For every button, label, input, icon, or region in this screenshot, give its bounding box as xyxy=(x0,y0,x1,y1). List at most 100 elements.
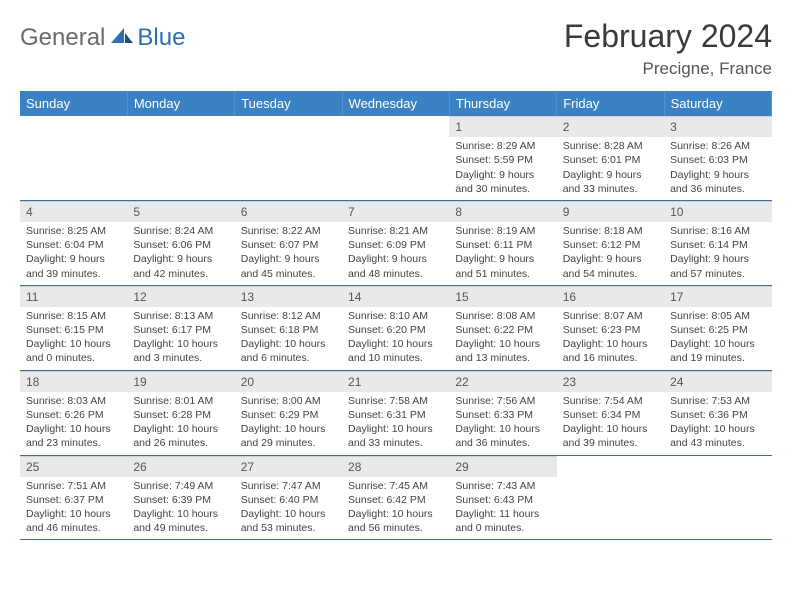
sunset-text: Sunset: 6:23 PM xyxy=(563,323,658,337)
calendar-day-cell: 20Sunrise: 8:00 AMSunset: 6:29 PMDayligh… xyxy=(235,370,342,455)
daylight-text-2: and 19 minutes. xyxy=(670,351,765,365)
daylight-text: Daylight: 9 hours xyxy=(241,252,336,266)
day-details: Sunrise: 8:15 AMSunset: 6:15 PMDaylight:… xyxy=(20,307,127,370)
daylight-text-2: and 10 minutes. xyxy=(348,351,443,365)
sunset-text: Sunset: 6:26 PM xyxy=(26,408,121,422)
day-details: Sunrise: 7:54 AMSunset: 6:34 PMDaylight:… xyxy=(557,392,664,455)
sunset-text: Sunset: 6:07 PM xyxy=(241,238,336,252)
brand-sail-icon xyxy=(109,25,135,52)
sunrise-text: Sunrise: 8:05 AM xyxy=(670,309,765,323)
daylight-text-2: and 26 minutes. xyxy=(133,436,228,450)
daylight-text-2: and 3 minutes. xyxy=(133,351,228,365)
day-number: 13 xyxy=(235,286,342,307)
day-number: 25 xyxy=(20,456,127,477)
day-details: Sunrise: 8:29 AMSunset: 5:59 PMDaylight:… xyxy=(449,137,556,200)
day-details: Sunrise: 8:01 AMSunset: 6:28 PMDaylight:… xyxy=(127,392,234,455)
day-details: Sunrise: 8:22 AMSunset: 6:07 PMDaylight:… xyxy=(235,222,342,285)
daylight-text: Daylight: 11 hours xyxy=(455,507,550,521)
daylight-text: Daylight: 9 hours xyxy=(670,168,765,182)
day-details: Sunrise: 7:53 AMSunset: 6:36 PMDaylight:… xyxy=(664,392,771,455)
calendar-header-row: SundayMondayTuesdayWednesdayThursdayFrid… xyxy=(20,91,772,116)
day-number: 17 xyxy=(664,286,771,307)
daylight-text-2: and 13 minutes. xyxy=(455,351,550,365)
day-number: 3 xyxy=(664,116,771,137)
daylight-text: Daylight: 9 hours xyxy=(455,252,550,266)
calendar-day-cell: 16Sunrise: 8:07 AMSunset: 6:23 PMDayligh… xyxy=(557,285,664,370)
calendar-empty-cell xyxy=(235,116,342,200)
sunset-text: Sunset: 6:15 PM xyxy=(26,323,121,337)
sunset-text: Sunset: 6:40 PM xyxy=(241,493,336,507)
day-details: Sunrise: 8:08 AMSunset: 6:22 PMDaylight:… xyxy=(449,307,556,370)
sunset-text: Sunset: 6:28 PM xyxy=(133,408,228,422)
sunrise-text: Sunrise: 8:13 AM xyxy=(133,309,228,323)
daylight-text: Daylight: 10 hours xyxy=(563,337,658,351)
calendar-day-cell: 6Sunrise: 8:22 AMSunset: 6:07 PMDaylight… xyxy=(235,200,342,285)
calendar-week-row: 18Sunrise: 8:03 AMSunset: 6:26 PMDayligh… xyxy=(20,370,772,455)
day-number: 20 xyxy=(235,371,342,392)
sunset-text: Sunset: 6:20 PM xyxy=(348,323,443,337)
daylight-text-2: and 56 minutes. xyxy=(348,521,443,535)
sunset-text: Sunset: 6:25 PM xyxy=(670,323,765,337)
calendar-day-cell: 7Sunrise: 8:21 AMSunset: 6:09 PMDaylight… xyxy=(342,200,449,285)
day-number: 23 xyxy=(557,371,664,392)
daylight-text-2: and 39 minutes. xyxy=(26,267,121,281)
day-details: Sunrise: 8:12 AMSunset: 6:18 PMDaylight:… xyxy=(235,307,342,370)
sunset-text: Sunset: 6:42 PM xyxy=(348,493,443,507)
calendar-day-cell: 4Sunrise: 8:25 AMSunset: 6:04 PMDaylight… xyxy=(20,200,127,285)
calendar-day-cell: 27Sunrise: 7:47 AMSunset: 6:40 PMDayligh… xyxy=(235,455,342,540)
sunrise-text: Sunrise: 8:24 AM xyxy=(133,224,228,238)
calendar-day-cell: 29Sunrise: 7:43 AMSunset: 6:43 PMDayligh… xyxy=(449,455,556,540)
day-number: 1 xyxy=(449,116,556,137)
daylight-text: Daylight: 10 hours xyxy=(563,422,658,436)
daylight-text-2: and 36 minutes. xyxy=(670,182,765,196)
sunset-text: Sunset: 6:34 PM xyxy=(563,408,658,422)
daylight-text: Daylight: 10 hours xyxy=(241,337,336,351)
day-details: Sunrise: 8:00 AMSunset: 6:29 PMDaylight:… xyxy=(235,392,342,455)
day-number: 8 xyxy=(449,201,556,222)
empty-day-bar xyxy=(342,116,449,136)
sunrise-text: Sunrise: 8:08 AM xyxy=(455,309,550,323)
daylight-text-2: and 16 minutes. xyxy=(563,351,658,365)
day-number: 15 xyxy=(449,286,556,307)
daylight-text: Daylight: 10 hours xyxy=(348,422,443,436)
calendar-day-cell: 5Sunrise: 8:24 AMSunset: 6:06 PMDaylight… xyxy=(127,200,234,285)
calendar-day-cell: 14Sunrise: 8:10 AMSunset: 6:20 PMDayligh… xyxy=(342,285,449,370)
calendar-empty-cell xyxy=(664,455,771,540)
calendar-table: SundayMondayTuesdayWednesdayThursdayFrid… xyxy=(20,91,772,540)
calendar-day-cell: 17Sunrise: 8:05 AMSunset: 6:25 PMDayligh… xyxy=(664,285,771,370)
sunset-text: Sunset: 6:22 PM xyxy=(455,323,550,337)
daylight-text: Daylight: 10 hours xyxy=(241,507,336,521)
day-details: Sunrise: 8:13 AMSunset: 6:17 PMDaylight:… xyxy=(127,307,234,370)
location-label: Precigne, France xyxy=(564,59,772,79)
calendar-day-cell: 1Sunrise: 8:29 AMSunset: 5:59 PMDaylight… xyxy=(449,116,556,200)
daylight-text: Daylight: 9 hours xyxy=(133,252,228,266)
sunset-text: Sunset: 6:04 PM xyxy=(26,238,121,252)
sunset-text: Sunset: 6:29 PM xyxy=(241,408,336,422)
daylight-text: Daylight: 10 hours xyxy=(26,507,121,521)
daylight-text: Daylight: 9 hours xyxy=(563,168,658,182)
weekday-header: Sunday xyxy=(20,91,127,116)
calendar-week-row: 25Sunrise: 7:51 AMSunset: 6:37 PMDayligh… xyxy=(20,455,772,540)
page-title: February 2024 xyxy=(564,18,772,55)
brand-logo: General Blue xyxy=(20,18,185,52)
sunset-text: Sunset: 6:18 PM xyxy=(241,323,336,337)
day-number: 6 xyxy=(235,201,342,222)
sunset-text: Sunset: 6:39 PM xyxy=(133,493,228,507)
sunrise-text: Sunrise: 8:01 AM xyxy=(133,394,228,408)
sunset-text: Sunset: 6:01 PM xyxy=(563,153,658,167)
day-details: Sunrise: 8:26 AMSunset: 6:03 PMDaylight:… xyxy=(664,137,771,200)
calendar-day-cell: 11Sunrise: 8:15 AMSunset: 6:15 PMDayligh… xyxy=(20,285,127,370)
daylight-text: Daylight: 10 hours xyxy=(26,422,121,436)
sunset-text: Sunset: 6:14 PM xyxy=(670,238,765,252)
daylight-text-2: and 29 minutes. xyxy=(241,436,336,450)
calendar-empty-cell xyxy=(342,116,449,200)
title-block: February 2024 Precigne, France xyxy=(564,18,772,79)
calendar-day-cell: 8Sunrise: 8:19 AMSunset: 6:11 PMDaylight… xyxy=(449,200,556,285)
daylight-text-2: and 30 minutes. xyxy=(455,182,550,196)
day-number: 9 xyxy=(557,201,664,222)
daylight-text-2: and 48 minutes. xyxy=(348,267,443,281)
weekday-header: Saturday xyxy=(664,91,771,116)
calendar-day-cell: 9Sunrise: 8:18 AMSunset: 6:12 PMDaylight… xyxy=(557,200,664,285)
day-details: Sunrise: 7:49 AMSunset: 6:39 PMDaylight:… xyxy=(127,477,234,540)
day-details: Sunrise: 7:58 AMSunset: 6:31 PMDaylight:… xyxy=(342,392,449,455)
